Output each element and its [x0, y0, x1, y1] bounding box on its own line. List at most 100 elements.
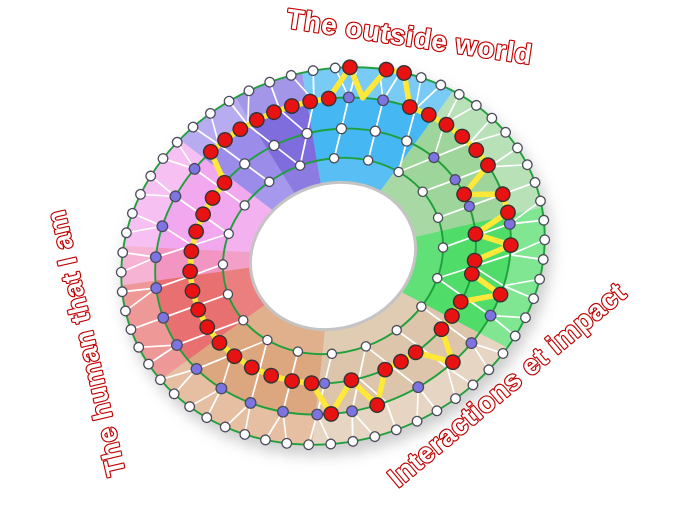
white-node[interactable]	[400, 135, 413, 148]
white-node[interactable]	[537, 253, 549, 265]
purple-node[interactable]	[428, 151, 441, 164]
white-node[interactable]	[243, 85, 255, 97]
sector-red[interactable]	[220, 261, 268, 322]
red-node[interactable]	[392, 353, 410, 371]
white-node[interactable]	[470, 99, 482, 111]
red-node[interactable]	[322, 405, 340, 423]
red-node[interactable]	[407, 343, 425, 361]
red-node[interactable]	[182, 242, 200, 260]
red-node[interactable]	[467, 141, 485, 159]
red-node[interactable]	[265, 103, 283, 121]
white-node[interactable]	[483, 364, 495, 376]
red-node[interactable]	[466, 225, 484, 243]
white-node[interactable]	[362, 155, 374, 167]
white-node[interactable]	[184, 400, 196, 413]
red-node[interactable]	[499, 203, 517, 221]
white-node[interactable]	[120, 227, 132, 239]
white-node[interactable]	[239, 428, 251, 440]
white-node[interactable]	[145, 170, 157, 182]
white-node[interactable]	[432, 212, 444, 224]
purple-node[interactable]	[276, 405, 290, 419]
white-node[interactable]	[390, 424, 402, 436]
sector-periwinkle[interactable]	[250, 172, 298, 215]
white-node[interactable]	[292, 346, 304, 358]
white-node[interactable]	[539, 234, 551, 246]
red-node[interactable]	[262, 366, 280, 384]
white-node[interactable]	[303, 439, 315, 451]
purple-node[interactable]	[463, 200, 476, 213]
white-node[interactable]	[393, 166, 405, 178]
white-node[interactable]	[415, 71, 427, 84]
purple-node[interactable]	[188, 162, 202, 176]
purple-node[interactable]	[484, 309, 498, 323]
purple-node[interactable]	[149, 281, 163, 295]
white-node[interactable]	[335, 122, 348, 135]
white-node[interactable]	[125, 323, 137, 335]
white-node[interactable]	[171, 136, 183, 148]
white-node[interactable]	[369, 430, 381, 443]
white-node[interactable]	[134, 188, 146, 200]
sector-red[interactable]	[116, 273, 191, 384]
white-node[interactable]	[259, 434, 271, 446]
white-node[interactable]	[126, 207, 138, 219]
white-node[interactable]	[328, 152, 340, 164]
white-node[interactable]	[223, 95, 235, 107]
red-node[interactable]	[319, 89, 337, 107]
white-node[interactable]	[360, 341, 372, 353]
white-node[interactable]	[204, 107, 216, 119]
white-node[interactable]	[435, 79, 447, 91]
white-node[interactable]	[154, 374, 166, 386]
red-node[interactable]	[231, 120, 249, 138]
red-node[interactable]	[198, 318, 216, 336]
purple-node[interactable]	[411, 380, 425, 394]
white-node[interactable]	[219, 421, 231, 433]
red-node[interactable]	[432, 320, 450, 338]
sector-dark-tan[interactable]	[241, 288, 333, 375]
red-node[interactable]	[479, 156, 497, 174]
white-node[interactable]	[115, 266, 127, 278]
white-node[interactable]	[116, 286, 128, 298]
sector-periwinkle[interactable]	[173, 96, 257, 164]
white-node[interactable]	[142, 358, 155, 370]
purple-node[interactable]	[149, 250, 163, 264]
white-node[interactable]	[521, 159, 533, 171]
white-node[interactable]	[534, 195, 546, 207]
white-node[interactable]	[533, 273, 546, 285]
red-node[interactable]	[215, 174, 233, 192]
red-node[interactable]	[493, 185, 511, 203]
white-node[interactable]	[509, 330, 521, 342]
white-node[interactable]	[223, 228, 235, 240]
red-node[interactable]	[401, 98, 419, 116]
red-node[interactable]	[455, 185, 473, 203]
white-node[interactable]	[239, 199, 251, 211]
red-node[interactable]	[181, 262, 199, 280]
red-node[interactable]	[243, 358, 261, 376]
purple-node[interactable]	[190, 362, 204, 376]
white-node[interactable]	[264, 76, 276, 88]
red-node[interactable]	[210, 334, 228, 352]
red-node[interactable]	[225, 347, 243, 365]
red-node[interactable]	[301, 92, 319, 110]
white-node[interactable]	[263, 176, 275, 188]
red-node[interactable]	[443, 307, 461, 325]
white-node[interactable]	[486, 112, 498, 124]
sector-light-tan[interactable]	[311, 286, 430, 361]
white-node[interactable]	[467, 379, 479, 391]
white-node[interactable]	[294, 160, 306, 172]
white-node[interactable]	[326, 348, 338, 360]
red-node[interactable]	[465, 251, 483, 269]
white-node[interactable]	[285, 69, 297, 81]
white-node[interactable]	[437, 242, 449, 254]
red-node[interactable]	[283, 372, 301, 390]
white-node[interactable]	[529, 176, 541, 188]
red-node[interactable]	[203, 189, 221, 207]
white-node[interactable]	[238, 157, 251, 170]
red-node[interactable]	[502, 236, 520, 254]
white-node[interactable]	[499, 126, 512, 138]
red-node[interactable]	[444, 353, 462, 371]
sector-sage-green[interactable]	[375, 162, 443, 246]
red-node[interactable]	[187, 222, 205, 240]
red-node[interactable]	[377, 60, 395, 78]
sector-bright-green[interactable]	[385, 228, 463, 310]
white-node[interactable]	[527, 293, 540, 305]
